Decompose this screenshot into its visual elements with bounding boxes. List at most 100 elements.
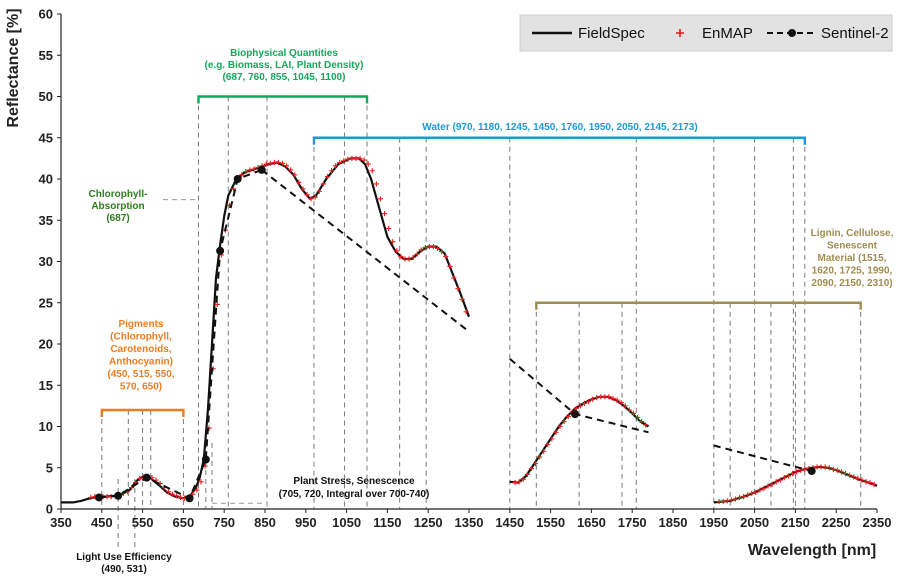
enmap-point <box>740 494 747 500</box>
enmap-point <box>781 475 787 481</box>
sentinel2-point <box>257 165 266 174</box>
enmap-point <box>545 442 551 448</box>
enmap-point <box>536 454 543 460</box>
x-tick-label: 450 <box>91 515 113 530</box>
enmap-point <box>373 181 379 187</box>
y-tick-label: 10 <box>39 419 53 434</box>
enmap-point <box>263 161 269 167</box>
enmap-point <box>324 173 331 180</box>
x-tick-label: 950 <box>295 515 317 530</box>
enmap-point <box>398 253 404 260</box>
enmap-point <box>267 160 273 166</box>
enmap-point <box>590 396 596 402</box>
enmap-point <box>532 461 539 467</box>
chlorophyll-label: Chlorophyll- <box>89 189 148 200</box>
legend-sentinel-swatch <box>767 29 817 37</box>
enmap-point <box>247 167 253 173</box>
enmap-point <box>577 403 583 409</box>
enmap-point <box>451 275 457 281</box>
enmap-point <box>643 422 649 428</box>
x-tick-label: 550 <box>132 515 154 530</box>
enmap-point <box>316 188 322 194</box>
enmap-point <box>757 487 763 493</box>
enmap-point <box>573 405 579 411</box>
sentinel2-point <box>233 175 242 183</box>
x-tick-label: 1950 <box>699 515 728 530</box>
y-tick-label: 30 <box>39 254 53 269</box>
pigments-label: 570, 650) <box>120 382 162 393</box>
enmap-point <box>785 473 792 479</box>
enmap-point <box>736 494 743 501</box>
enmap-point <box>439 249 445 255</box>
lignin-label: 2090, 2150, 2310) <box>811 278 892 289</box>
lignin-label: Lignin, Cellulose, <box>811 228 894 239</box>
enmap-point <box>614 397 620 403</box>
enmap-point <box>638 418 645 425</box>
enmap-point <box>320 181 326 187</box>
sentinel2-line <box>261 169 470 333</box>
x-axis-title: Wavelength [nm] <box>748 542 876 559</box>
enmap-point <box>418 247 424 253</box>
enmap-point <box>198 479 204 485</box>
enmap-point <box>728 497 734 503</box>
pigments-bracket <box>100 408 185 417</box>
enmap-point <box>745 492 751 498</box>
pigments-label: Carotenoids, <box>110 344 171 355</box>
enmap-point <box>626 407 632 413</box>
annotation-labels: Biophysical Quantities(e.g. Biomass, LAI… <box>76 48 893 575</box>
x-tick-label: 1250 <box>414 515 443 530</box>
enmap-point <box>851 474 857 480</box>
enmap-point <box>443 253 449 260</box>
enmap-point <box>606 394 612 400</box>
enmap-point <box>847 472 853 478</box>
enmap-point <box>381 211 388 217</box>
enmap-point <box>386 225 392 232</box>
lignin-bracket <box>535 301 862 310</box>
y-tick-label: 20 <box>39 337 53 352</box>
enmap-point <box>284 163 290 169</box>
enmap-point <box>239 172 245 178</box>
legend: FieldSpec EnMAP Sentinel-2 <box>519 14 893 52</box>
y-tick-label: 60 <box>39 7 53 22</box>
enmap-point <box>610 395 616 402</box>
enmap-point <box>622 403 628 409</box>
enmap-point <box>251 166 257 172</box>
enmap-point <box>777 477 783 483</box>
biophysical-bracket <box>197 95 369 104</box>
y-axis-title: Reflectance [%] <box>5 8 22 127</box>
enmap-point <box>773 479 779 485</box>
x-tick-label: 750 <box>213 515 235 530</box>
enmap-point <box>630 410 637 416</box>
enmap-point <box>822 464 828 470</box>
enmap-point <box>194 487 200 493</box>
enmap-point <box>128 484 135 491</box>
lignin-label: 1620, 1725, 1990, <box>812 266 893 277</box>
enmap-point <box>557 423 563 430</box>
x-tick-label: 2050 <box>740 515 769 530</box>
enmap-point <box>520 476 526 482</box>
enmap-point <box>581 400 588 406</box>
y-tick-label: 15 <box>39 378 53 393</box>
enmap-point <box>337 159 343 166</box>
x-tick-label: 1350 <box>455 515 484 530</box>
enmap-point <box>345 156 351 162</box>
x-tick-label: 1750 <box>618 515 647 530</box>
enmap-point <box>369 168 375 174</box>
enmap-point <box>859 477 865 483</box>
enmap-point <box>761 485 767 491</box>
y-tick-label: 5 <box>46 460 53 475</box>
enmap-point <box>871 481 877 487</box>
enmap-point <box>410 254 416 260</box>
enmap-point <box>304 192 310 198</box>
enmap-point <box>377 196 384 202</box>
sentinel2-point <box>571 410 580 419</box>
y-tick-label: 0 <box>46 502 53 517</box>
enmap-point <box>190 491 196 497</box>
enmap-point <box>165 489 171 495</box>
sentinel2-point <box>94 493 103 502</box>
enmap-point <box>406 256 412 262</box>
sentinel2-line <box>713 444 812 473</box>
enmap-point <box>279 160 286 166</box>
sentinel2-point <box>216 246 225 255</box>
